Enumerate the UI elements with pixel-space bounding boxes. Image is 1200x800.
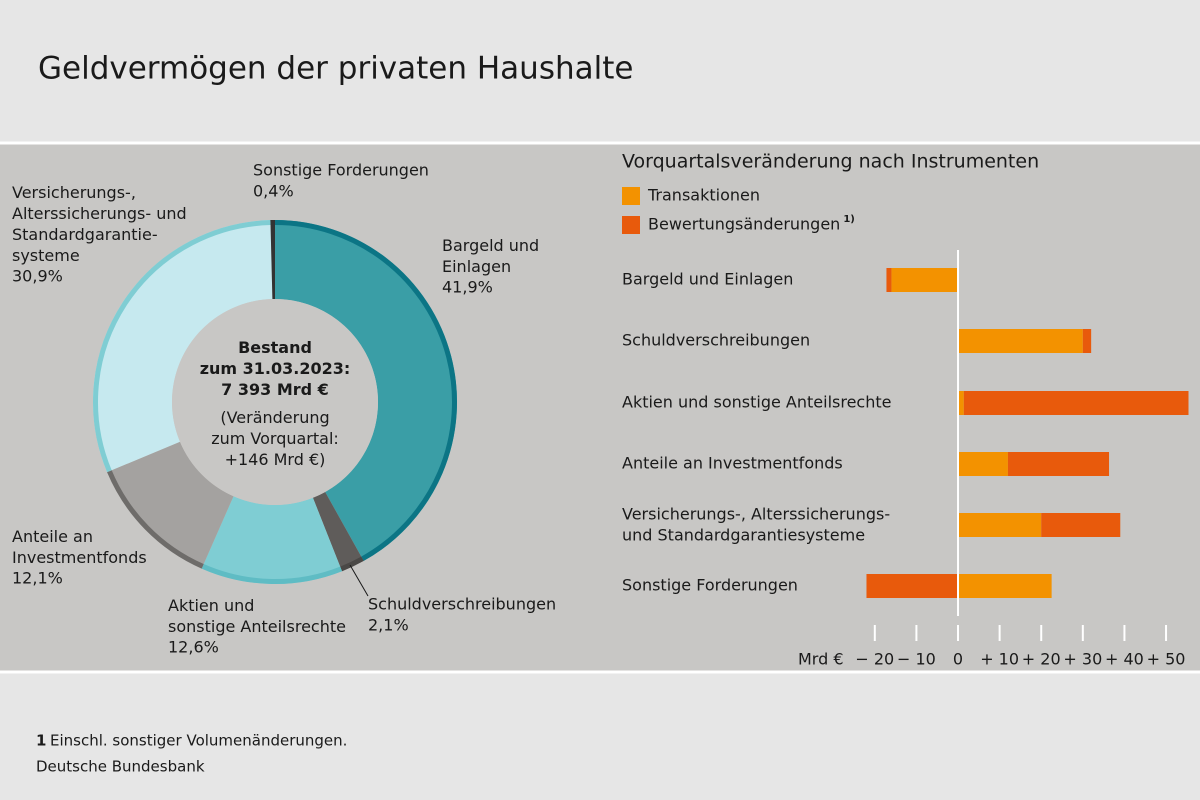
pie-slice xyxy=(107,441,234,569)
bar xyxy=(958,391,964,415)
x-tick-label: + 10 xyxy=(980,650,1019,669)
x-tick-label: + 40 xyxy=(1105,650,1144,669)
pie-value-label: 2,1% xyxy=(368,616,409,635)
bar xyxy=(958,574,1052,598)
x-tick-label: − 20 xyxy=(855,650,894,669)
bar xyxy=(958,452,1008,476)
bar xyxy=(1082,329,1092,353)
x-axis-label: Mrd € xyxy=(798,650,844,669)
pie-label: Bargeld und Einlagen xyxy=(442,236,539,276)
bar xyxy=(1007,452,1110,476)
legend-swatch xyxy=(622,187,640,205)
pie-slice-edge xyxy=(340,556,364,572)
pie-slice-edge xyxy=(93,220,271,473)
pie-value-label: 12,6% xyxy=(168,638,219,657)
pie-label: Versicherungs-, Alterssicherungs- und Stan… xyxy=(12,183,187,265)
pie-slice xyxy=(270,220,275,300)
pie-slice xyxy=(312,491,364,572)
x-tick-label: 0 xyxy=(953,650,963,669)
category-label: Aktien und sonstige Anteilsrechte xyxy=(622,393,891,412)
bar xyxy=(891,268,959,292)
pie-slice-edge xyxy=(107,470,204,569)
pie-label: Aktien und sonstige Anteilsrechte xyxy=(168,596,346,636)
pie-slice-edge xyxy=(274,220,457,561)
pie-label: Anteile an Investmentfonds xyxy=(12,527,147,567)
x-tick-label: + 20 xyxy=(1022,650,1061,669)
pie-value-label: 30,9% xyxy=(12,267,63,286)
legend-label: Transaktionen xyxy=(647,186,760,205)
category-label: Versicherungs-, Alterssicherungs-und Sta… xyxy=(622,504,890,544)
leader-line xyxy=(349,564,369,597)
bar-chart-title: Vorquartalsveränderung nach Instrumenten xyxy=(622,151,1039,173)
pie-label: Sonstige Forderungen xyxy=(253,161,429,180)
pie-slice xyxy=(275,220,458,561)
legend-label: Bewertungsänderungen xyxy=(648,215,840,234)
pie-value-label: 41,9% xyxy=(442,278,493,297)
x-tick-label: − 10 xyxy=(897,650,936,669)
pie-value-label: 0,4% xyxy=(253,182,294,201)
bar xyxy=(963,391,1189,415)
x-tick-label: + 50 xyxy=(1147,650,1186,669)
pie-slice xyxy=(201,496,342,584)
pie-slice-edge xyxy=(201,563,342,584)
legend-note: 1) xyxy=(843,214,855,225)
footnote: Einschl. sonstiger Volumenänderungen. xyxy=(50,732,347,750)
category-label: Anteile an Investmentfonds xyxy=(622,454,843,473)
bar xyxy=(958,329,1083,353)
bar xyxy=(1041,513,1121,537)
category-label: Bargeld und Einlagen xyxy=(622,270,793,289)
source: Deutsche Bundesbank xyxy=(36,758,205,776)
page-title: Geldvermögen der privaten Haushalte xyxy=(38,51,633,87)
legend-swatch xyxy=(622,216,640,234)
category-label: Sonstige Forderungen xyxy=(622,576,798,595)
center-label: Bestand zum 31.03.2023: 7 393 Mrd € xyxy=(200,338,351,399)
footnote-marker: 1 xyxy=(36,732,46,750)
x-tick-label: + 30 xyxy=(1063,650,1102,669)
pie-label: Schuldverschreibungen xyxy=(368,595,556,614)
pie-value-label: 12,1% xyxy=(12,569,63,588)
bar xyxy=(958,513,1042,537)
center-sublabel: (Veränderung zum Vorquartal: +146 Mrd €) xyxy=(211,408,339,469)
bar xyxy=(886,268,892,292)
donut-hole xyxy=(172,299,378,505)
category-label: Schuldverschreibungen xyxy=(622,331,810,350)
bar xyxy=(866,574,959,598)
